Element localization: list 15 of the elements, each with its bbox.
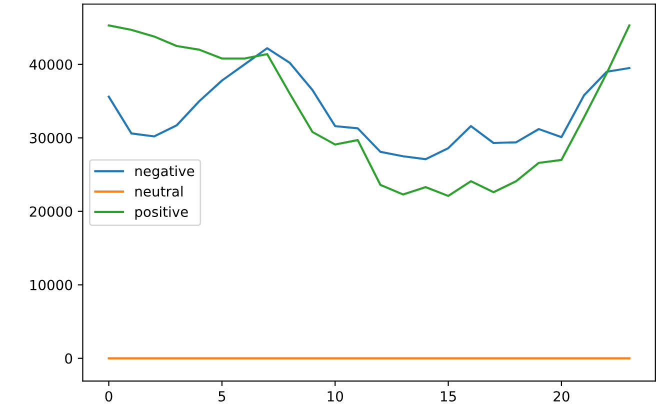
legend-label: negative [135, 166, 194, 179]
y-tick-label: 30000 [30, 132, 72, 144]
y-tick-label: 20000 [30, 206, 72, 217]
line-series [108, 24, 630, 197]
x-tick-label: 0 [105, 391, 112, 402]
legend-label: neutral [135, 186, 183, 197]
x-tick-label: 10 [328, 391, 344, 402]
x-tick-label: 15 [440, 391, 456, 402]
line-series [108, 47, 630, 160]
x-tick-label: 5 [218, 391, 226, 402]
x-tick-label: 20 [554, 391, 570, 402]
y-tick-label: 0 [65, 353, 72, 364]
legend-label: positive [135, 206, 188, 220]
y-tick-label: 40000 [30, 59, 72, 70]
y-tick-label: 10000 [30, 280, 72, 290]
